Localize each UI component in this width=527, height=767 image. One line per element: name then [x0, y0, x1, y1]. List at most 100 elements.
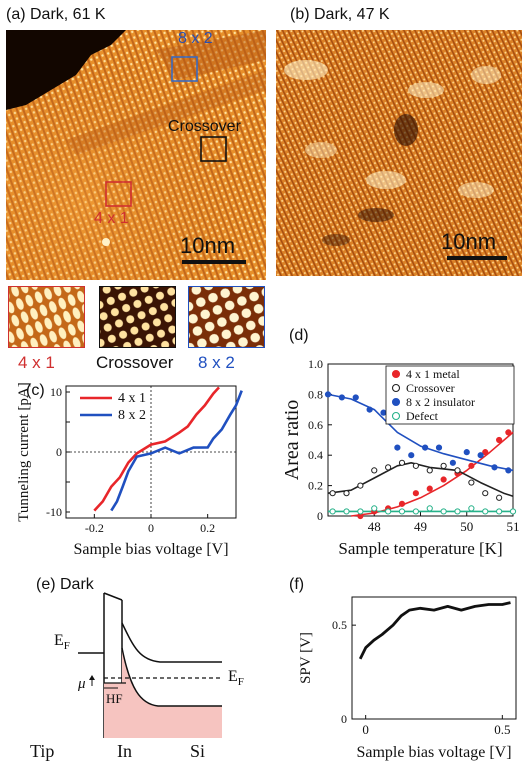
data-point-d-2 [477, 452, 484, 459]
ef-right-label: EF [228, 668, 244, 689]
data-point-d-2 [394, 444, 401, 451]
data-point-d-3 [357, 508, 364, 515]
data-point-d-3 [426, 505, 433, 512]
chart-f: 0.5 0 0 0.5 SPV [V] Sample bias voltage [V] [298, 596, 517, 761]
legend-box-d [385, 365, 515, 425]
data-point-d-0 [398, 500, 406, 507]
xtick-label-c: 0 [148, 521, 154, 535]
mu-label: μ [78, 676, 86, 692]
data-point-d-1 [385, 464, 392, 471]
data-point-d-2 [352, 394, 359, 401]
data-point-d-1 [440, 462, 447, 469]
data-point-d-2 [491, 464, 498, 471]
data-point-d-1 [357, 482, 364, 489]
tip-label: Tip [30, 741, 55, 761]
inset-label-4x1: 4 x 1 [18, 353, 55, 372]
si-label: Si [190, 741, 206, 761]
legend-marker-d [391, 411, 401, 421]
ytick-label-d: 1.0 [308, 357, 323, 371]
data-point-d-3 [371, 505, 378, 512]
data-point-d-1 [482, 490, 489, 497]
ytick-label-c: -10 [46, 505, 62, 519]
inset-4x1-image [8, 286, 85, 348]
data-point-d-3 [496, 508, 503, 515]
ylabel-d: Area ratio [281, 400, 303, 481]
panel-d-label: (d) [289, 327, 309, 344]
chart-d: 1.0 0.8 0.6 0.4 0.2 0 48 49 50 51 4 x 1 metalCross… [281, 357, 520, 558]
data-point-d-0 [505, 429, 512, 436]
label-crossover-box: Crossover [168, 118, 241, 135]
data-point-d-2 [366, 406, 373, 413]
ytick-label-c: 10 [50, 385, 62, 399]
data-point-d-3 [509, 508, 517, 515]
legend-label-c: 4 x 1 [118, 391, 146, 406]
ef-left-label: EF [54, 632, 70, 653]
data-point-d-2 [408, 452, 415, 459]
data-point-d-1 [398, 459, 406, 466]
fit-line-d-0 [350, 431, 514, 517]
legend-label-c: 8 x 2 [118, 408, 146, 423]
stm-image-b [276, 30, 522, 276]
ylabel-f: SPV [V] [298, 632, 314, 684]
legend-marker-d [391, 397, 401, 407]
panel-c-label: (c) [26, 382, 45, 399]
data-point-d-2 [463, 449, 470, 456]
xlabel-d: Sample temperature [K] [338, 539, 502, 558]
xtick-label-d: 51 [507, 519, 520, 534]
series-line-f [358, 601, 511, 660]
series-line-c-0 [93, 386, 220, 512]
series-line-c-1 [110, 390, 243, 512]
data-point-d-0 [482, 449, 489, 456]
inset-8x2-image [188, 286, 265, 348]
inset-label-8x2: 8 x 2 [198, 353, 235, 372]
panel-b-label: (b) Dark, 47 K [290, 6, 390, 23]
legend-label-d: Defect [406, 409, 439, 423]
ytick-label-f: 0.5 [332, 618, 347, 632]
ytick-label-f: 0 [341, 712, 347, 726]
xtick-label-f: 0.5 [494, 722, 510, 737]
data-point-d-1 [343, 490, 350, 497]
ytick-label-d: 0.2 [308, 479, 323, 493]
data-point-d-3 [385, 508, 392, 515]
scalebar-b [447, 256, 507, 260]
data-point-d-1 [496, 494, 503, 501]
data-point-d-2 [435, 444, 443, 451]
stm-image-a [6, 30, 266, 280]
data-point-d-0 [468, 462, 475, 469]
in-label: In [117, 741, 132, 761]
data-point-d-3 [440, 508, 447, 515]
panel-e-label: (e) Dark [36, 576, 94, 593]
data-point-d-2 [422, 444, 429, 451]
inset-crossover-image [99, 286, 176, 348]
data-point-d-3 [482, 508, 489, 515]
data-point-d-1 [412, 462, 419, 469]
inset-label-crossover: Crossover [96, 353, 174, 372]
data-point-d-2 [324, 391, 332, 398]
plot-frame-f [351, 596, 517, 720]
data-point-d-3 [329, 508, 336, 515]
data-point-d-0 [426, 485, 433, 492]
box-crossover [200, 136, 227, 162]
legend-marker-d [391, 369, 401, 379]
data-point-d-2 [505, 467, 512, 474]
xtick-label-d: 50 [460, 519, 473, 534]
data-point-d-2 [380, 409, 387, 416]
data-point-d-3 [398, 508, 406, 515]
chart-c: 10 0 -10 -0.2 0 0.2 4 x 1 8 x 2 Tunneling curren… [16, 382, 243, 558]
data-point-d-0 [412, 490, 419, 497]
panel-a-label: (a) Dark, 61 K [6, 6, 106, 23]
data-point-d-1 [454, 467, 461, 474]
xlabel-f: Sample bias voltage [V] [356, 744, 511, 761]
data-point-d-3 [343, 508, 350, 515]
hf-label: HF [106, 691, 123, 706]
band-diagram [78, 592, 222, 738]
ylabel-c: Tunneling current [pA] [16, 382, 32, 521]
scalebar-a-label: 10nm [180, 233, 236, 258]
label-4x1-box: 4 x 1 [94, 210, 129, 227]
data-point-d-1 [329, 490, 336, 497]
data-point-d-3 [468, 505, 475, 512]
ytick-label-c: 0 [56, 445, 62, 459]
data-point-d-0 [496, 436, 503, 444]
data-point-d-2 [449, 459, 456, 466]
scalebar-a [182, 260, 246, 264]
